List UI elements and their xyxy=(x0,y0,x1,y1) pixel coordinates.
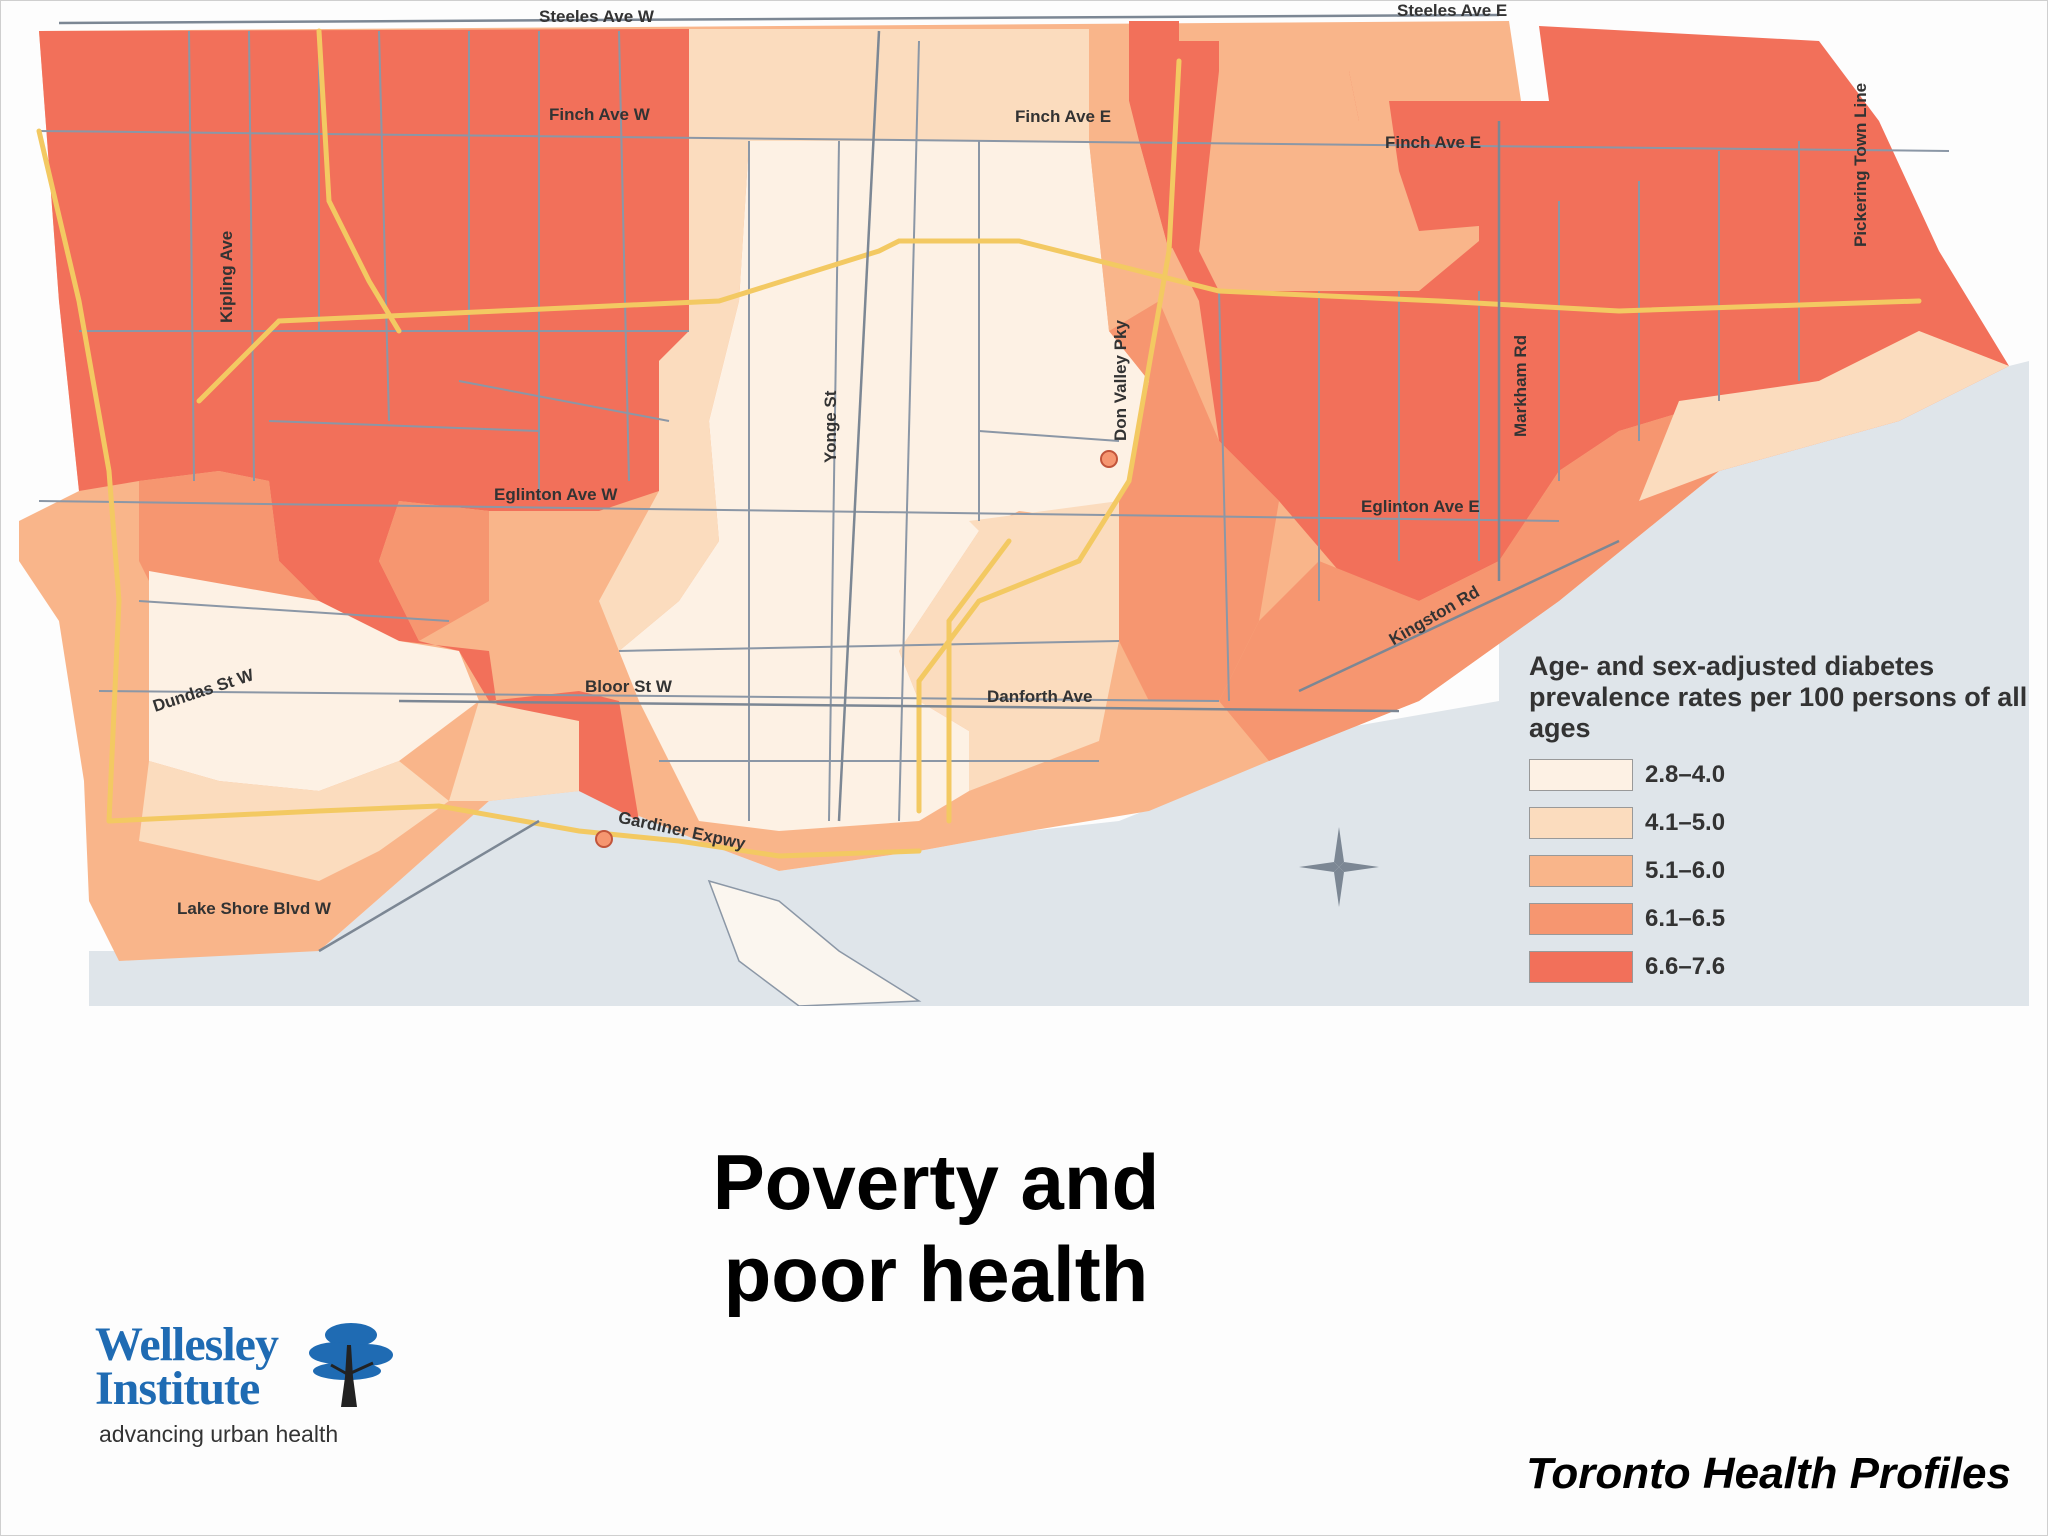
logo-tagline: advancing urban health xyxy=(99,1421,339,1447)
tree-icon xyxy=(309,1323,393,1407)
road-label: Danforth Ave xyxy=(987,687,1093,706)
road-label: Kipling Ave xyxy=(217,230,236,323)
zone-mid-don-mills xyxy=(1109,301,1279,701)
map-canvas xyxy=(19,13,2029,1006)
lake-ontario xyxy=(89,361,2029,1006)
zone-low-central xyxy=(619,141,1149,831)
legend-swatch xyxy=(1529,807,1633,839)
slide-title: Poverty and poor health xyxy=(712,1138,1160,1318)
map-legend: Age- and sex-adjusted diabetes prevalenc… xyxy=(1529,651,2029,984)
neighbourhood-boundaries xyxy=(38,30,1950,822)
arterial-roads xyxy=(58,13,1620,953)
logo-line-1: Wellesley xyxy=(95,1318,279,1371)
zone-lowmid-downtown xyxy=(449,701,579,801)
logo-line-2: Institute xyxy=(95,1362,260,1415)
logo-wordmark: Wellesley Institute xyxy=(95,1321,279,1413)
zone-lowmid-east-york xyxy=(899,501,1119,791)
legend-title: Age- and sex-adjusted diabetes prevalenc… xyxy=(1529,651,2028,743)
road-label: Finch Ave E xyxy=(1385,133,1482,152)
zone-low-scarborough-bluffs xyxy=(1639,331,2009,501)
road-label: Markham Rd xyxy=(1511,334,1530,437)
legend-item: 5.1–6.0 xyxy=(1529,854,2029,888)
landmark-gardiner xyxy=(595,830,613,848)
legend-swatch xyxy=(1529,951,1633,983)
road-label: Bloor St W xyxy=(585,677,672,696)
road-label: Don Valley Pky xyxy=(1111,320,1130,441)
source-credit: Toronto Health Profiles xyxy=(1526,1449,2011,1498)
legend-label: 2.8–4.0 xyxy=(1645,761,1726,788)
zone-high-don-east xyxy=(1129,21,1179,251)
toronto-islands xyxy=(707,879,922,1006)
road-label: Finch Ave W xyxy=(549,105,650,124)
legend-swatch xyxy=(1529,903,1633,935)
legend-item: 4.1–5.0 xyxy=(1529,806,2029,840)
zone-lowmid-central xyxy=(599,29,1089,651)
zone-high-finch-east xyxy=(1389,101,1539,231)
legend-label: 6.1–6.5 xyxy=(1645,905,1726,932)
road-label: Lake Shore Blvd W xyxy=(177,899,331,918)
road-label: Finch Ave E xyxy=(1015,107,1112,126)
legend-label: 6.6–7.6 xyxy=(1645,953,1726,980)
road-label: Steeles Ave E xyxy=(1397,1,1508,20)
road-label: Steeles Ave W xyxy=(539,7,654,26)
road-label: Eglinton Ave E xyxy=(1361,497,1480,516)
road-label: Yonge St xyxy=(821,390,840,463)
legend-swatch xyxy=(1529,855,1633,887)
legend-item: 6.1–6.5 xyxy=(1529,902,2029,936)
legend-label: 4.1–5.0 xyxy=(1645,809,1726,836)
zone-low-west xyxy=(149,571,479,791)
highways xyxy=(36,28,1922,859)
zone-mid-don-north xyxy=(1089,29,1169,331)
legend-label: 5.1–6.0 xyxy=(1645,857,1726,884)
toronto-diabetes-map: Steeles Ave W Steeles Ave E Finch Ave W … xyxy=(19,1,2029,1006)
zone-mid-weston xyxy=(379,501,489,641)
lake-ontario-west xyxy=(89,701,1499,1006)
road-label: Eglinton Ave W xyxy=(494,485,618,504)
landmark-dvp xyxy=(1100,450,1118,468)
legend-swatch xyxy=(1529,759,1633,791)
legend-item: 2.8–4.0 xyxy=(1529,758,2029,792)
wellesley-institute-logo: Wellesley Institute advancing urban heal… xyxy=(91,1311,411,1451)
compass-icon xyxy=(1299,827,1379,907)
road-label: Pickering Town Line xyxy=(1851,82,1870,247)
zone-lowmid-west xyxy=(139,761,449,881)
legend-item: 6.6–7.6 xyxy=(1529,950,2029,984)
